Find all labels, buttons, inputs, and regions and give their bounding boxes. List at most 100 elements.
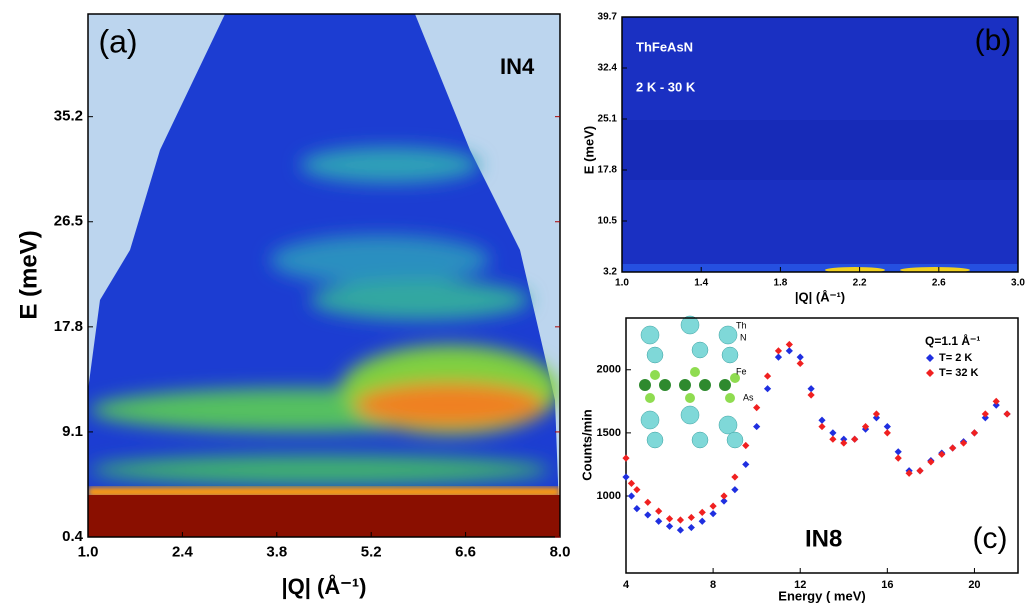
x-tick-label: 2.2 xyxy=(853,278,867,289)
data-point xyxy=(676,516,685,524)
data-point xyxy=(992,401,1000,409)
panel-label: (c) xyxy=(973,522,1008,555)
data-point xyxy=(796,359,804,368)
data-point xyxy=(981,410,989,418)
y-tick-label: 26.5 xyxy=(54,213,83,230)
data-point xyxy=(883,429,891,437)
y-axis-title: E (meV) xyxy=(581,126,596,174)
annotation: Th xyxy=(736,320,747,330)
plot-frame xyxy=(87,13,561,538)
x-tick-label: 3.0 xyxy=(1011,278,1025,289)
data-point xyxy=(840,439,848,447)
data-point xyxy=(981,414,989,422)
y-tick-label: 3.2 xyxy=(603,267,617,278)
y-axis-title: E (meV) xyxy=(15,230,42,319)
annotation: 2 K - 30 K xyxy=(636,79,696,94)
y-tick-label: 1500 xyxy=(597,427,621,439)
y-tick-label: 0.4 xyxy=(62,528,84,545)
annotation: N xyxy=(740,332,747,342)
x-tick-label: 6.6 xyxy=(455,543,476,560)
data-point xyxy=(785,347,793,355)
annotation: As xyxy=(743,392,754,402)
x-axis-title: |Q| (Å⁻¹) xyxy=(281,573,366,599)
annotation: IN4 xyxy=(500,54,535,79)
data-point xyxy=(883,422,891,431)
legend-label: T= 32 K xyxy=(939,367,978,379)
y-tick-label: 10.5 xyxy=(598,216,618,227)
data-point xyxy=(622,473,630,481)
data-point xyxy=(742,441,750,450)
data-point xyxy=(992,397,1000,405)
x-tick-label: 5.2 xyxy=(361,543,382,560)
panel-label: (a) xyxy=(98,23,137,59)
data-point xyxy=(959,439,968,447)
y-axis-title: Counts/min xyxy=(579,409,594,481)
data-point xyxy=(774,347,783,355)
data-point xyxy=(763,385,772,393)
data-point xyxy=(894,448,902,456)
data-point xyxy=(633,486,641,494)
data-point xyxy=(796,353,804,361)
data-point xyxy=(633,505,641,513)
data-point xyxy=(774,353,783,361)
x-tick-label: 2.6 xyxy=(932,278,946,289)
data-point xyxy=(709,502,717,510)
annotation: ThFeAsN xyxy=(636,39,693,54)
data-point xyxy=(872,410,881,418)
panel-label: (b) xyxy=(975,24,1012,57)
legend-label: T= 2 K xyxy=(939,352,972,364)
x-tick-label: 12 xyxy=(794,579,806,591)
data-point xyxy=(665,515,674,523)
x-tick-label: 1.4 xyxy=(694,278,708,289)
data-point xyxy=(753,422,761,431)
data-point xyxy=(905,469,913,477)
data-point xyxy=(894,454,902,462)
data-point xyxy=(644,498,652,506)
y-tick-label: 25.1 xyxy=(598,114,618,125)
data-point xyxy=(698,508,706,517)
legend-marker xyxy=(926,354,934,362)
legend-marker xyxy=(926,369,934,377)
data-point xyxy=(665,522,674,530)
x-tick-label: 2.4 xyxy=(172,543,194,560)
data-point xyxy=(829,429,837,437)
data-point xyxy=(720,497,728,505)
data-point xyxy=(807,385,815,393)
data-point xyxy=(872,414,881,422)
data-point xyxy=(927,458,935,466)
x-axis-title: Energy ( meV) xyxy=(778,588,865,603)
data-point xyxy=(949,444,957,452)
data-point xyxy=(1003,410,1011,418)
x-tick-label: 20 xyxy=(968,579,980,591)
y-tick-label: 9.1 xyxy=(62,423,83,440)
data-point xyxy=(753,404,761,412)
data-point xyxy=(687,513,695,522)
y-tick-label: 39.7 xyxy=(598,12,618,23)
data-point xyxy=(818,416,826,424)
x-axis-title: |Q| (Å⁻¹) xyxy=(795,289,845,304)
data-point xyxy=(627,492,636,500)
plot-frame xyxy=(621,16,1019,273)
data-point xyxy=(720,492,728,500)
data-point xyxy=(687,523,695,532)
data-point xyxy=(938,450,946,458)
heatmap-a xyxy=(88,14,560,537)
x-tick-label: 1.0 xyxy=(78,543,99,560)
y-tick-label: 1000 xyxy=(597,490,621,502)
data-point xyxy=(807,391,815,399)
data-point xyxy=(627,479,636,487)
x-tick-label: 8.0 xyxy=(550,543,571,560)
data-point xyxy=(970,429,979,437)
heatmap-b xyxy=(622,17,1018,272)
y-tick-label: 17.8 xyxy=(54,318,83,335)
data-point xyxy=(709,510,717,518)
x-tick-label: 8 xyxy=(710,579,716,591)
data-point xyxy=(861,422,870,431)
data-point xyxy=(698,517,706,525)
y-tick-label: 17.8 xyxy=(598,165,618,176)
y-tick-label: 32.4 xyxy=(598,63,618,74)
data-point xyxy=(731,486,739,494)
data-point xyxy=(785,340,793,349)
annotation: IN8 xyxy=(805,525,842,552)
